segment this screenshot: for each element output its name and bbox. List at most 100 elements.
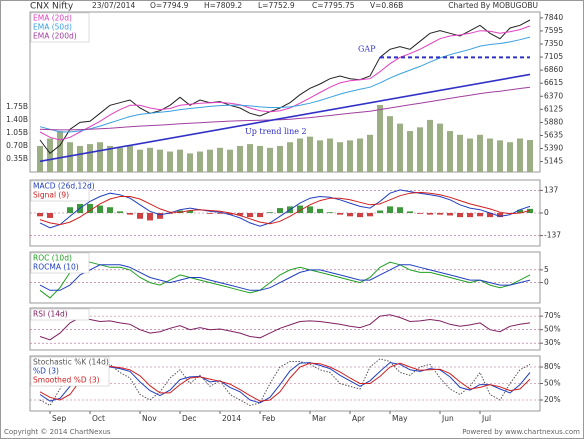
trend-line: [39, 73, 531, 163]
bar: [97, 142, 103, 172]
x-tick-label: Sep: [52, 414, 66, 423]
bar: [457, 134, 463, 172]
legend-box: [30, 308, 90, 321]
y-tick-label: 70%: [544, 311, 561, 320]
bar: [147, 213, 153, 221]
bar: [197, 151, 203, 172]
bar: [157, 149, 163, 172]
legend: RSI (14d): [30, 308, 90, 321]
bar: [37, 145, 43, 172]
y-tick-label: 5880: [544, 117, 563, 126]
y-tick-label: 7350: [544, 39, 563, 48]
bar: [117, 211, 123, 213]
legend-entry: %D (3): [33, 367, 59, 376]
bar: [407, 131, 413, 172]
y-tick-label: 0: [544, 278, 549, 287]
bar: [487, 138, 493, 172]
y-tick-label: 20%: [544, 395, 561, 404]
bar: [497, 213, 503, 218]
x-tick-label: Dec: [182, 414, 197, 423]
bar: [467, 138, 473, 172]
series-line: [39, 314, 531, 341]
open: O=7794.9: [150, 1, 189, 10]
bar: [347, 140, 353, 172]
bar: [337, 213, 343, 215]
y-tick-label: 7840: [544, 13, 563, 22]
close: C=7795.75: [312, 1, 355, 10]
bar: [37, 213, 43, 217]
copyright: Copyright © 2014 ChartNexus: [4, 428, 111, 436]
bar: [227, 213, 233, 215]
legend-entry: Stochastic %K (14d): [33, 358, 109, 367]
bar: [277, 145, 283, 172]
y-tick-label: 6370: [544, 91, 563, 100]
powered-by: Powered by www.chartnexus.com: [462, 428, 580, 436]
bar: [387, 206, 393, 213]
y-tick-label: 30%: [544, 338, 561, 347]
bar: [217, 147, 223, 172]
bar: [507, 142, 513, 172]
y2-tick-label: 1.40B: [6, 115, 28, 124]
y-tick-label: 50%: [544, 379, 561, 388]
trend-line-label: GAP: [358, 44, 376, 53]
y2-tick-label: 0.70B: [6, 141, 28, 150]
bar: [157, 213, 163, 219]
bar: [177, 149, 183, 172]
series-line: [39, 189, 531, 229]
bar: [307, 136, 313, 172]
x-tick-label: Mar: [312, 414, 327, 423]
bar: [517, 209, 523, 213]
panel-frame: [29, 251, 541, 304]
panel-frame: [29, 11, 541, 173]
bar: [257, 145, 263, 172]
legend: Stochastic %K (14d)%D (3)Smoothed %D (3): [30, 356, 110, 387]
bar: [357, 138, 363, 172]
panel: 5 0 ROC (10d)ROCMA (10): [29, 251, 549, 304]
x-tick-label: Feb: [262, 414, 276, 423]
legend-entry: Signal (9): [33, 191, 69, 200]
bar: [387, 116, 393, 172]
bar: [297, 205, 303, 213]
legend: ROC (10d)ROCMA (10): [30, 252, 90, 274]
bar: [437, 213, 443, 215]
bar: [307, 206, 313, 213]
bar: [527, 140, 533, 172]
y2-tick-label: 1.75B: [6, 102, 28, 111]
bar: [447, 213, 453, 216]
panel-frame: [29, 307, 541, 351]
bar: [57, 131, 63, 172]
legend-entry: MACD (26d,12d): [33, 182, 95, 191]
panel: 5145 5390 5635 5880 6125 6370 6615 6860 7105 7350…: [6, 11, 563, 173]
low: L=7752.9: [258, 1, 295, 10]
bar: [127, 145, 133, 172]
y-tick-label: -137: [544, 231, 561, 240]
bar: [127, 213, 133, 215]
bar: [347, 213, 353, 217]
bar: [297, 138, 303, 172]
bar: [87, 144, 93, 172]
bar: [47, 138, 53, 172]
bar: [267, 212, 273, 213]
bar: [477, 213, 483, 217]
bar: [117, 147, 123, 172]
bar: [77, 145, 83, 172]
bar: [247, 213, 253, 218]
y-tick-label: 137: [544, 185, 559, 194]
legend-entry: EMA (20d): [33, 14, 72, 23]
bar: [417, 213, 423, 214]
x-tick-label: 2014: [222, 414, 241, 423]
header: CNX Nifty 23/07/2014 O=7794.9 H=7809.2 L…: [30, 1, 538, 12]
y-tick-label: 5390: [544, 144, 563, 153]
x-tick-label: Nov: [142, 414, 157, 423]
bar: [267, 147, 273, 172]
bar: [397, 207, 403, 213]
series-line: [39, 362, 531, 404]
bar: [137, 213, 143, 219]
bar: [357, 213, 363, 218]
legend-entry: RSI (14d): [33, 310, 68, 319]
bar: [137, 149, 143, 172]
credit: Charted By MOBUGOBU: [448, 1, 538, 10]
bar: [497, 140, 503, 172]
y-tick-label: 6615: [544, 78, 563, 87]
bar: [257, 213, 263, 218]
